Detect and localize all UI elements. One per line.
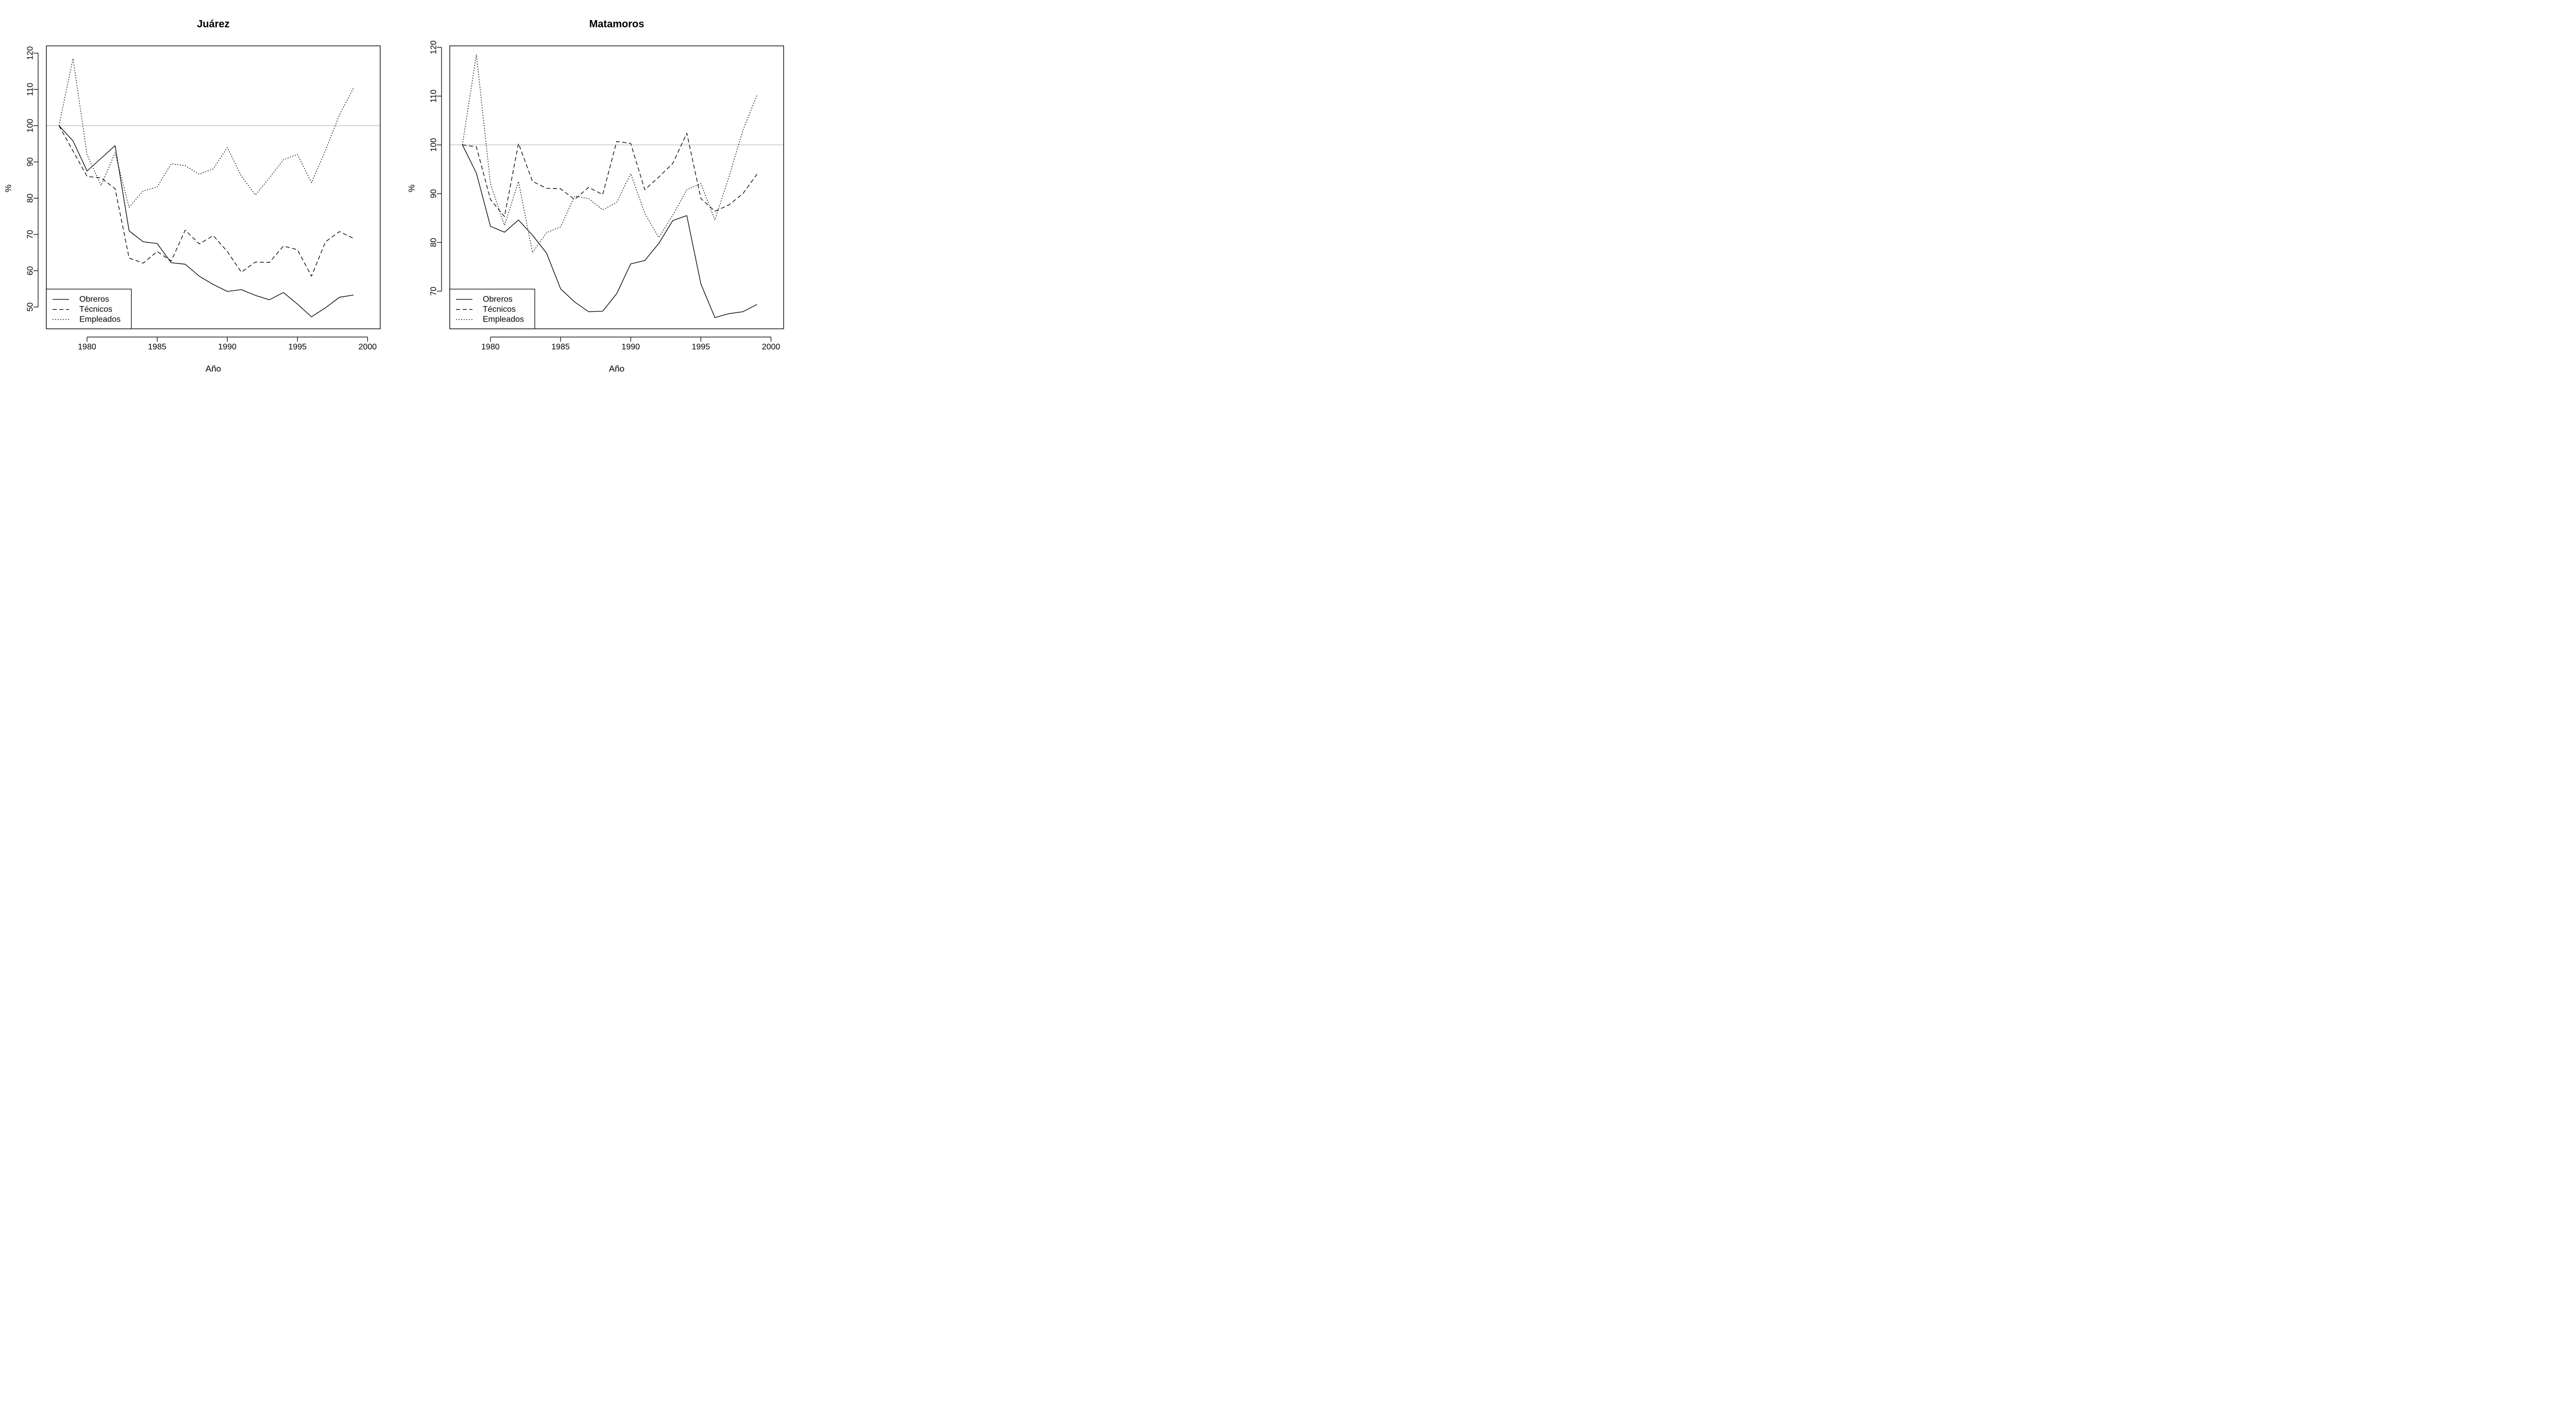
plot-frame (46, 45, 381, 329)
chart-title: Matamoros (589, 19, 645, 30)
chart-canvas: Juárez 1980 1985 1990 1995 2000 Año 50 60 70 80 90 1… (4, 19, 784, 374)
y-tick-label: 70 (26, 230, 35, 239)
y-tick-label: 90 (26, 157, 35, 166)
x-tick-label: 1990 (218, 343, 236, 351)
x-tick-label: 1985 (551, 343, 570, 351)
y-tick-label: 110 (430, 90, 438, 103)
series-line-empleados (462, 54, 757, 253)
y-tick-label: 80 (430, 238, 438, 247)
x-tick-label: 1980 (481, 343, 500, 351)
legend-label: Técnicos (483, 305, 516, 314)
y-tick-label: 60 (26, 266, 35, 275)
series-line-técnicos (462, 132, 757, 217)
series-line-obreros (59, 125, 354, 317)
series-line-empleados (58, 58, 354, 208)
y-tick-label: 50 (26, 303, 35, 312)
legend-label: Obreros (79, 295, 109, 304)
x-tick-label: 1995 (692, 343, 710, 351)
y-tick-label: 120 (26, 46, 35, 60)
y-axis-label: % (407, 184, 417, 192)
y-tick-label: 90 (430, 189, 438, 198)
x-tick-label: 1980 (78, 343, 96, 351)
x-tick-label: 2000 (359, 343, 377, 351)
legend-box (449, 289, 535, 329)
series-line-técnicos (58, 125, 354, 277)
x-axis-label: Año (206, 364, 221, 374)
legend-label: Empleados (79, 315, 121, 324)
chart-panel-juarez: Juárez 1980 1985 1990 1995 2000 Año 50 60 70 80 90 1… (4, 19, 381, 374)
x-tick-label: 1990 (621, 343, 640, 351)
chart-title: Juárez (197, 19, 229, 30)
y-axis-label: % (4, 184, 13, 192)
y-tick-label: 110 (26, 83, 35, 96)
x-tick-label: 1995 (289, 343, 307, 351)
y-tick-label: 80 (26, 194, 35, 203)
legend-label: Obreros (483, 295, 513, 304)
y-tick-label: 70 (430, 287, 438, 296)
y-tick-label: 120 (430, 40, 438, 54)
x-axis-label: Año (609, 364, 624, 374)
legend-label: Empleados (483, 315, 524, 324)
legend-box (46, 289, 132, 329)
x-tick-label: 2000 (762, 343, 781, 351)
legend-label: Técnicos (79, 305, 112, 314)
y-tick-label: 100 (26, 119, 35, 132)
x-tick-label: 1985 (148, 343, 166, 351)
series-line-obreros (462, 144, 757, 318)
chart-panel-matamoros: Matamoros 1980 1985 1990 1995 2000 Año 70 80 90 10… (407, 19, 784, 374)
y-tick-label: 100 (430, 138, 438, 152)
plot-frame (449, 45, 784, 329)
